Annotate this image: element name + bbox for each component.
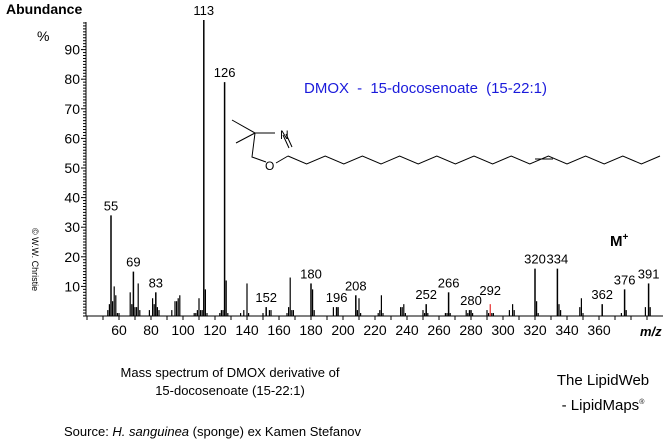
peak-label: 55 [104,198,118,213]
y-tick-label: 80 [64,71,80,87]
peak-label: 320 [524,252,546,267]
structure-o-atom: O [265,159,274,173]
x-tick-label: 320 [523,322,547,338]
dmox-structure [231,119,661,165]
peak-label: 362 [591,287,613,302]
source-suffix: (sponge) ex Kamen Stefanov [189,424,362,439]
peak-label: 83 [149,275,163,290]
peaks [107,20,651,316]
brand-name: - LipidMaps [561,397,640,414]
y-tick-label: 30 [64,219,80,235]
peak-label: 196 [326,290,348,305]
peak-label: 113 [193,3,214,18]
brand-line-2: - LipidMaps® [548,392,658,417]
peak-label: 252 [415,287,437,302]
peak-label: 376 [614,272,636,287]
y-tick-label: 20 [64,249,80,265]
peak-label: 266 [438,275,460,290]
registered-mark: ® [639,399,645,406]
structure-n-atom: N [280,128,289,142]
y-tick-label: 60 [64,130,80,146]
peak-label: 180 [300,266,322,281]
x-tick-label: 220 [363,322,387,338]
peak-label: 208 [345,278,367,293]
x-tick-label: 340 [555,322,579,338]
x-tick-label: 180 [299,322,323,338]
y-tick-label: 70 [64,101,80,117]
molecular-ion-m: M [610,233,623,250]
peak-label: 280 [460,293,482,308]
x-tick-label: 80 [143,322,159,338]
peak-label: 69 [126,255,140,270]
y-tick-label: 10 [64,278,80,294]
lipidweb-brand: The LipidWeb - LipidMaps® [548,370,658,417]
compound-title: DMOX - 15-docosenoate (15-22:1) [304,80,547,97]
source-text: Source: H. sanguinea (sponge) ex Kamen S… [64,424,361,439]
y-tick-label: 90 [64,42,80,58]
tick-labels: 10 20 30 40 50 60 70 80 90 60 80 100 120 140 160 180 200… [64,42,610,338]
peak-label: 334 [547,252,569,267]
source-species: H. sanguinea [112,424,190,439]
peak-label: 152 [255,290,277,305]
molecular-ion-label: M+ [610,232,628,250]
brand-line-1: The LipidWeb [556,372,650,389]
y-axis-unit: % [37,28,50,44]
x-axis-unit: m/z [640,324,662,339]
peak-label: 126 [214,65,236,80]
caption-line-2: 15-docosenoate (15-22:1) [155,383,305,398]
peak-label: 391 [638,266,660,281]
x-tick-label: 160 [267,322,291,338]
x-tick-label: 300 [491,322,515,338]
y-tick-label: 40 [64,190,80,206]
molecular-ion-charge: + [622,232,629,243]
figure-caption: Mass spectrum of DMOX derivative of 15-d… [100,364,360,400]
x-tick-label: 260 [427,322,451,338]
x-tick-label: 140 [235,322,259,338]
axes [81,22,663,320]
x-tick-label: 240 [395,322,419,338]
x-tick-label: 280 [459,322,483,338]
source-prefix: Source: [64,424,113,439]
copyright-text: © W.W. Christie [30,228,40,292]
y-tick-label: 50 [64,160,80,176]
x-tick-label: 60 [111,322,127,338]
y-axis-title: Abundance [6,1,83,17]
x-tick-label: 100 [171,322,195,338]
x-tick-label: 120 [203,322,227,338]
x-tick-label: 200 [331,322,355,338]
caption-line-1: Mass spectrum of DMOX derivative of [120,365,340,380]
x-tick-label: 360 [587,322,611,338]
peak-label: 292 [479,283,501,298]
